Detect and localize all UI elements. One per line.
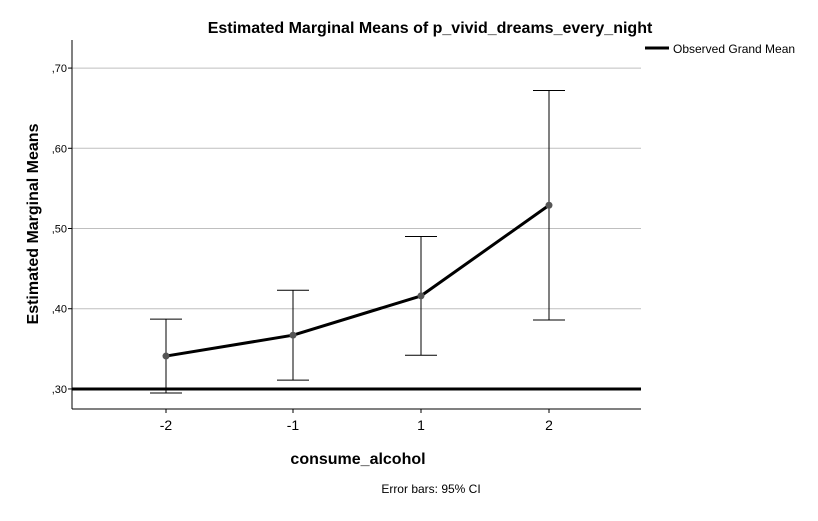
x-axis-ticks: -2 -1 1 2 <box>160 409 553 433</box>
x-tick-label-1: -1 <box>287 417 300 433</box>
legend: Observed Grand Mean <box>645 42 795 56</box>
y-axis-ticks: ,30 ,40 ,50 ,60 ,70 <box>52 63 72 396</box>
y-tick-label-0: ,30 <box>52 384 67 396</box>
data-point-3 <box>545 201 553 209</box>
y-tick-label-3: ,60 <box>52 143 67 155</box>
x-tick-label-3: 2 <box>545 417 553 433</box>
x-tick-label-2: 1 <box>417 417 425 433</box>
data-point-0 <box>162 352 170 360</box>
data-point-2 <box>417 292 425 300</box>
series-line <box>165 204 550 358</box>
y-axis-title: Estimated Marginal Means <box>25 123 42 324</box>
plot-axes <box>71 40 641 410</box>
data-point-1 <box>289 331 297 339</box>
x-tick-label-0: -2 <box>160 417 173 433</box>
x-axis-title: consume_alcohol <box>290 451 425 468</box>
series-layer <box>162 201 553 360</box>
y-tick-label-4: ,70 <box>52 63 67 75</box>
y-tick-label-1: ,40 <box>52 304 67 316</box>
chart-title: Estimated Marginal Means of p_vivid_drea… <box>208 20 653 37</box>
legend-grand-mean-label: Observed Grand Mean <box>673 42 795 56</box>
error-bar-note: Error bars: 95% CI <box>381 482 480 496</box>
plot-grid <box>72 67 641 390</box>
y-tick-label-2: ,50 <box>52 224 67 236</box>
